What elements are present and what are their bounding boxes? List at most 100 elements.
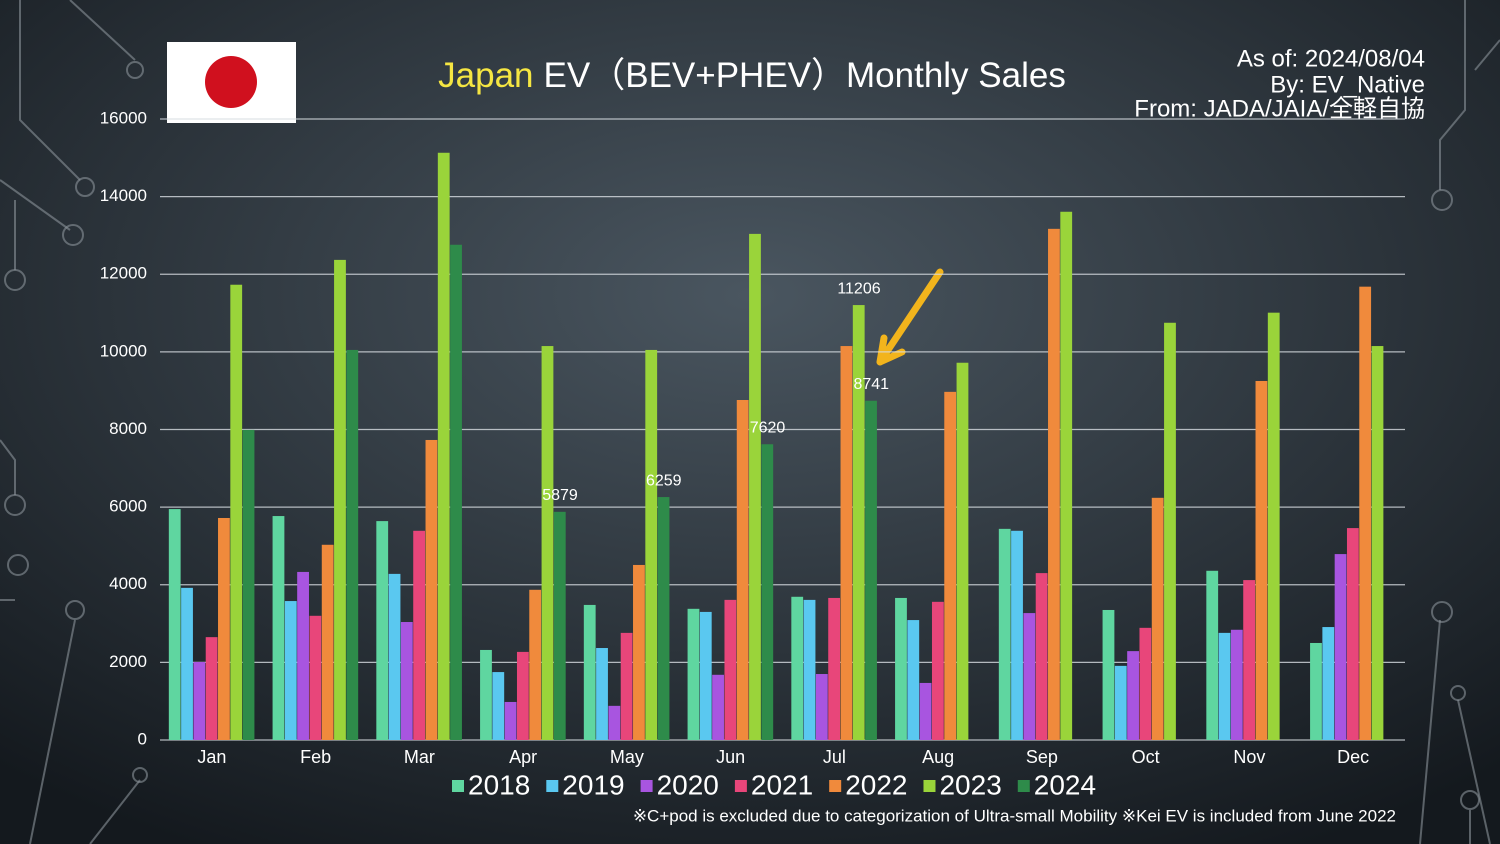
bar (450, 244, 462, 740)
y-tick-label: 2000 (109, 652, 147, 671)
bar (1164, 322, 1176, 740)
data-label: 8741 (853, 376, 889, 393)
title-text: EV（BEV+PHEV）Monthly Sales (544, 56, 1066, 95)
bar (205, 637, 218, 740)
bar (346, 349, 359, 740)
data-label: 6259 (646, 472, 682, 489)
bar (1102, 609, 1115, 740)
legend-swatch (546, 780, 559, 792)
y-tick-label: 10000 (100, 341, 147, 360)
title-highlight: Japan (438, 56, 533, 95)
bar (749, 233, 761, 740)
x-tick-label: Apr (509, 747, 537, 767)
legend-label: 2021 (751, 769, 813, 800)
x-tick-label: Jun (716, 747, 745, 767)
bar (736, 400, 749, 740)
y-tick-label: 4000 (109, 574, 147, 593)
x-tick-label: Sep (1026, 747, 1058, 767)
bar (1035, 573, 1048, 740)
bar (1230, 629, 1243, 740)
bar (400, 622, 413, 740)
bar (620, 632, 633, 740)
data-label: 5879 (542, 487, 578, 504)
bar (1322, 627, 1335, 740)
bar (724, 599, 737, 740)
bar (376, 521, 389, 740)
bar (608, 705, 621, 740)
bar (230, 284, 243, 740)
bar (284, 601, 297, 740)
bar (1114, 665, 1127, 740)
flag-sun (205, 56, 257, 108)
annotation: From: JADA/JAIA/全軽自協 (1134, 95, 1425, 122)
data-label: 11206 (837, 280, 880, 297)
bar (516, 651, 529, 740)
bar (852, 305, 865, 740)
bar (181, 587, 193, 740)
bar (425, 439, 438, 740)
bar (309, 615, 322, 740)
bar (1127, 651, 1139, 740)
bar (272, 516, 285, 740)
bar (1023, 613, 1036, 740)
bar (388, 573, 401, 740)
legend-swatch (734, 780, 747, 792)
bar (218, 517, 230, 740)
bar (956, 362, 969, 740)
x-tick-label: Mar (404, 747, 435, 767)
bar (895, 597, 907, 740)
bar (334, 259, 346, 740)
bar (596, 648, 608, 740)
legend-swatch (829, 780, 842, 792)
bar (944, 391, 957, 740)
bar (687, 608, 700, 740)
bar (919, 682, 932, 740)
y-tick-label: 12000 (100, 264, 147, 283)
bar (1359, 286, 1372, 740)
bar (1310, 642, 1322, 740)
annotation: By: EV_Native (1270, 71, 1425, 98)
bar (712, 674, 724, 740)
bar (1011, 530, 1023, 740)
y-tick-label: 14000 (100, 186, 147, 205)
bar (633, 564, 645, 740)
bar (1139, 627, 1152, 740)
bar (761, 444, 774, 740)
bar (1218, 632, 1231, 740)
x-tick-label: Jan (197, 747, 226, 767)
annotation: As of: 2024/08/04 (1237, 45, 1425, 72)
bar (541, 346, 554, 740)
bar (865, 400, 877, 740)
bar (529, 589, 542, 740)
arrow (876, 268, 944, 366)
bar (931, 601, 944, 740)
x-tick-label: May (610, 747, 644, 767)
bar (1048, 228, 1060, 741)
y-tick-label: 6000 (109, 497, 147, 516)
bar (907, 620, 920, 740)
y-tick-label: 8000 (109, 419, 147, 438)
bar (193, 661, 206, 740)
bar (168, 509, 181, 740)
legend-label: 2018 (468, 769, 530, 800)
bar (492, 672, 505, 740)
bar (1334, 554, 1347, 740)
bar (504, 701, 517, 740)
legend-label: 2024 (1034, 769, 1096, 800)
bar (828, 597, 841, 740)
x-tick-label: Jul (823, 747, 846, 767)
x-tick-label: Nov (1233, 747, 1265, 767)
bar (583, 604, 596, 740)
bar (1255, 380, 1268, 740)
y-tick-label: 16000 (100, 108, 147, 127)
x-tick-label: Oct (1132, 747, 1160, 767)
bar (437, 152, 450, 741)
bar (803, 599, 816, 740)
bar (553, 511, 566, 740)
bar (242, 429, 255, 740)
x-tick-label: Aug (922, 747, 954, 767)
bar (657, 497, 670, 740)
x-tick-label: Feb (300, 747, 331, 767)
